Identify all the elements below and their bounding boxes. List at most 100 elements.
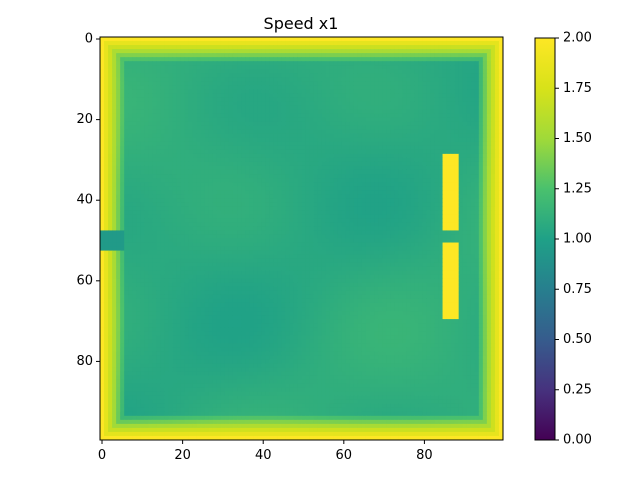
heatmap-cell <box>253 129 258 135</box>
heatmap-cell <box>410 121 415 127</box>
heatmap-cell <box>494 129 500 135</box>
heatmap-cell <box>398 214 403 219</box>
heatmap-cell <box>204 174 210 179</box>
heatmap-cell <box>120 226 125 231</box>
heatmap-cell <box>478 81 484 86</box>
heatmap-cell <box>216 89 222 94</box>
heatmap-cell <box>426 69 431 74</box>
heatmap-cell <box>357 206 363 211</box>
heatmap-cell <box>140 45 145 50</box>
heatmap-cell <box>200 194 206 199</box>
heatmap-cell <box>241 194 246 199</box>
heatmap-cell <box>132 222 137 227</box>
heatmap-cell <box>305 53 311 58</box>
heatmap-cell <box>309 137 315 143</box>
heatmap-cell <box>390 210 395 215</box>
heatmap-cell <box>438 57 444 62</box>
heatmap-cell <box>345 222 351 227</box>
heatmap-cell <box>390 125 395 131</box>
heatmap-cell <box>257 198 262 203</box>
heatmap-cell <box>482 69 488 74</box>
heatmap-cell <box>329 141 335 147</box>
heatmap-cell <box>410 117 415 123</box>
heatmap-cell <box>414 81 419 86</box>
heatmap-cell <box>152 61 157 66</box>
heatmap-cell <box>402 41 407 46</box>
heatmap-cell <box>285 41 290 46</box>
heatmap-cell <box>273 234 278 239</box>
heatmap-cell <box>212 117 218 123</box>
heatmap-cell <box>172 73 178 78</box>
heatmap-cell <box>232 174 238 179</box>
heatmap-cell <box>160 190 165 195</box>
heatmap-cell <box>313 77 319 82</box>
heatmap-cell <box>482 49 488 54</box>
heatmap-cell <box>474 149 480 155</box>
heatmap-cell <box>458 230 464 235</box>
heatmap-cell <box>245 157 250 163</box>
heatmap-cell <box>196 230 202 235</box>
heatmap-cell <box>204 93 210 98</box>
heatmap-cell <box>172 149 178 155</box>
heatmap-cell <box>160 57 165 62</box>
heatmap-cell <box>325 202 331 207</box>
heatmap-cell <box>365 57 371 62</box>
heatmap-cell <box>422 93 427 98</box>
heatmap-cell <box>361 190 367 195</box>
heatmap-cell <box>261 206 266 211</box>
heatmap-cell <box>220 218 226 223</box>
heatmap-cell <box>341 125 347 131</box>
heatmap-cell <box>140 226 145 231</box>
heatmap-cell <box>402 93 407 98</box>
heatmap-cell <box>108 89 113 94</box>
heatmap-cell <box>200 113 206 119</box>
heatmap-cell <box>474 121 480 127</box>
heatmap-cell <box>357 214 363 219</box>
heatmap-cell <box>241 226 246 231</box>
heatmap-cell <box>353 190 359 195</box>
heatmap-cell <box>390 53 395 58</box>
heatmap-cell <box>116 129 121 135</box>
heatmap-cell <box>204 121 210 127</box>
heatmap-cell <box>454 169 460 175</box>
heatmap-cell <box>257 133 262 139</box>
heatmap-cell <box>329 174 335 179</box>
heatmap-cell <box>176 121 182 127</box>
heatmap-cell <box>184 226 190 231</box>
heatmap-cell <box>257 141 262 147</box>
heatmap-cell <box>204 113 210 119</box>
heatmap-cell <box>410 105 415 111</box>
heatmap-cell <box>196 53 202 58</box>
heatmap-cell <box>200 101 206 107</box>
heatmap-cell <box>458 234 464 239</box>
heatmap-cell <box>410 61 415 66</box>
heatmap-cell <box>301 157 307 163</box>
heatmap-cell <box>462 117 468 123</box>
heatmap-cell <box>237 129 242 135</box>
heatmap-cell <box>228 125 234 131</box>
heatmap-cell <box>160 121 165 127</box>
heatmap-cell <box>309 41 315 46</box>
heatmap-cell <box>100 125 105 131</box>
heatmap-cell <box>277 218 282 223</box>
heatmap-cell <box>164 178 170 183</box>
heatmap-cell <box>124 109 129 115</box>
heatmap-cell <box>265 153 270 159</box>
heatmap-cell <box>345 153 351 159</box>
heatmap-cell <box>361 194 367 199</box>
heatmap-cell <box>220 125 226 131</box>
heatmap-cell <box>498 61 504 66</box>
heatmap-cell <box>438 41 444 46</box>
heatmap-cell <box>422 214 427 219</box>
heatmap-cell <box>410 93 415 98</box>
heatmap-cell <box>450 65 456 70</box>
heatmap-cell <box>317 37 323 42</box>
heatmap-cell <box>454 125 460 131</box>
heatmap-cell <box>253 210 258 215</box>
heatmap-cell <box>325 165 331 171</box>
heatmap-cell <box>462 141 468 147</box>
heatmap-cell <box>116 153 121 159</box>
heatmap-cell <box>136 69 141 74</box>
heatmap-cell <box>124 121 129 127</box>
heatmap-cell <box>156 178 161 183</box>
